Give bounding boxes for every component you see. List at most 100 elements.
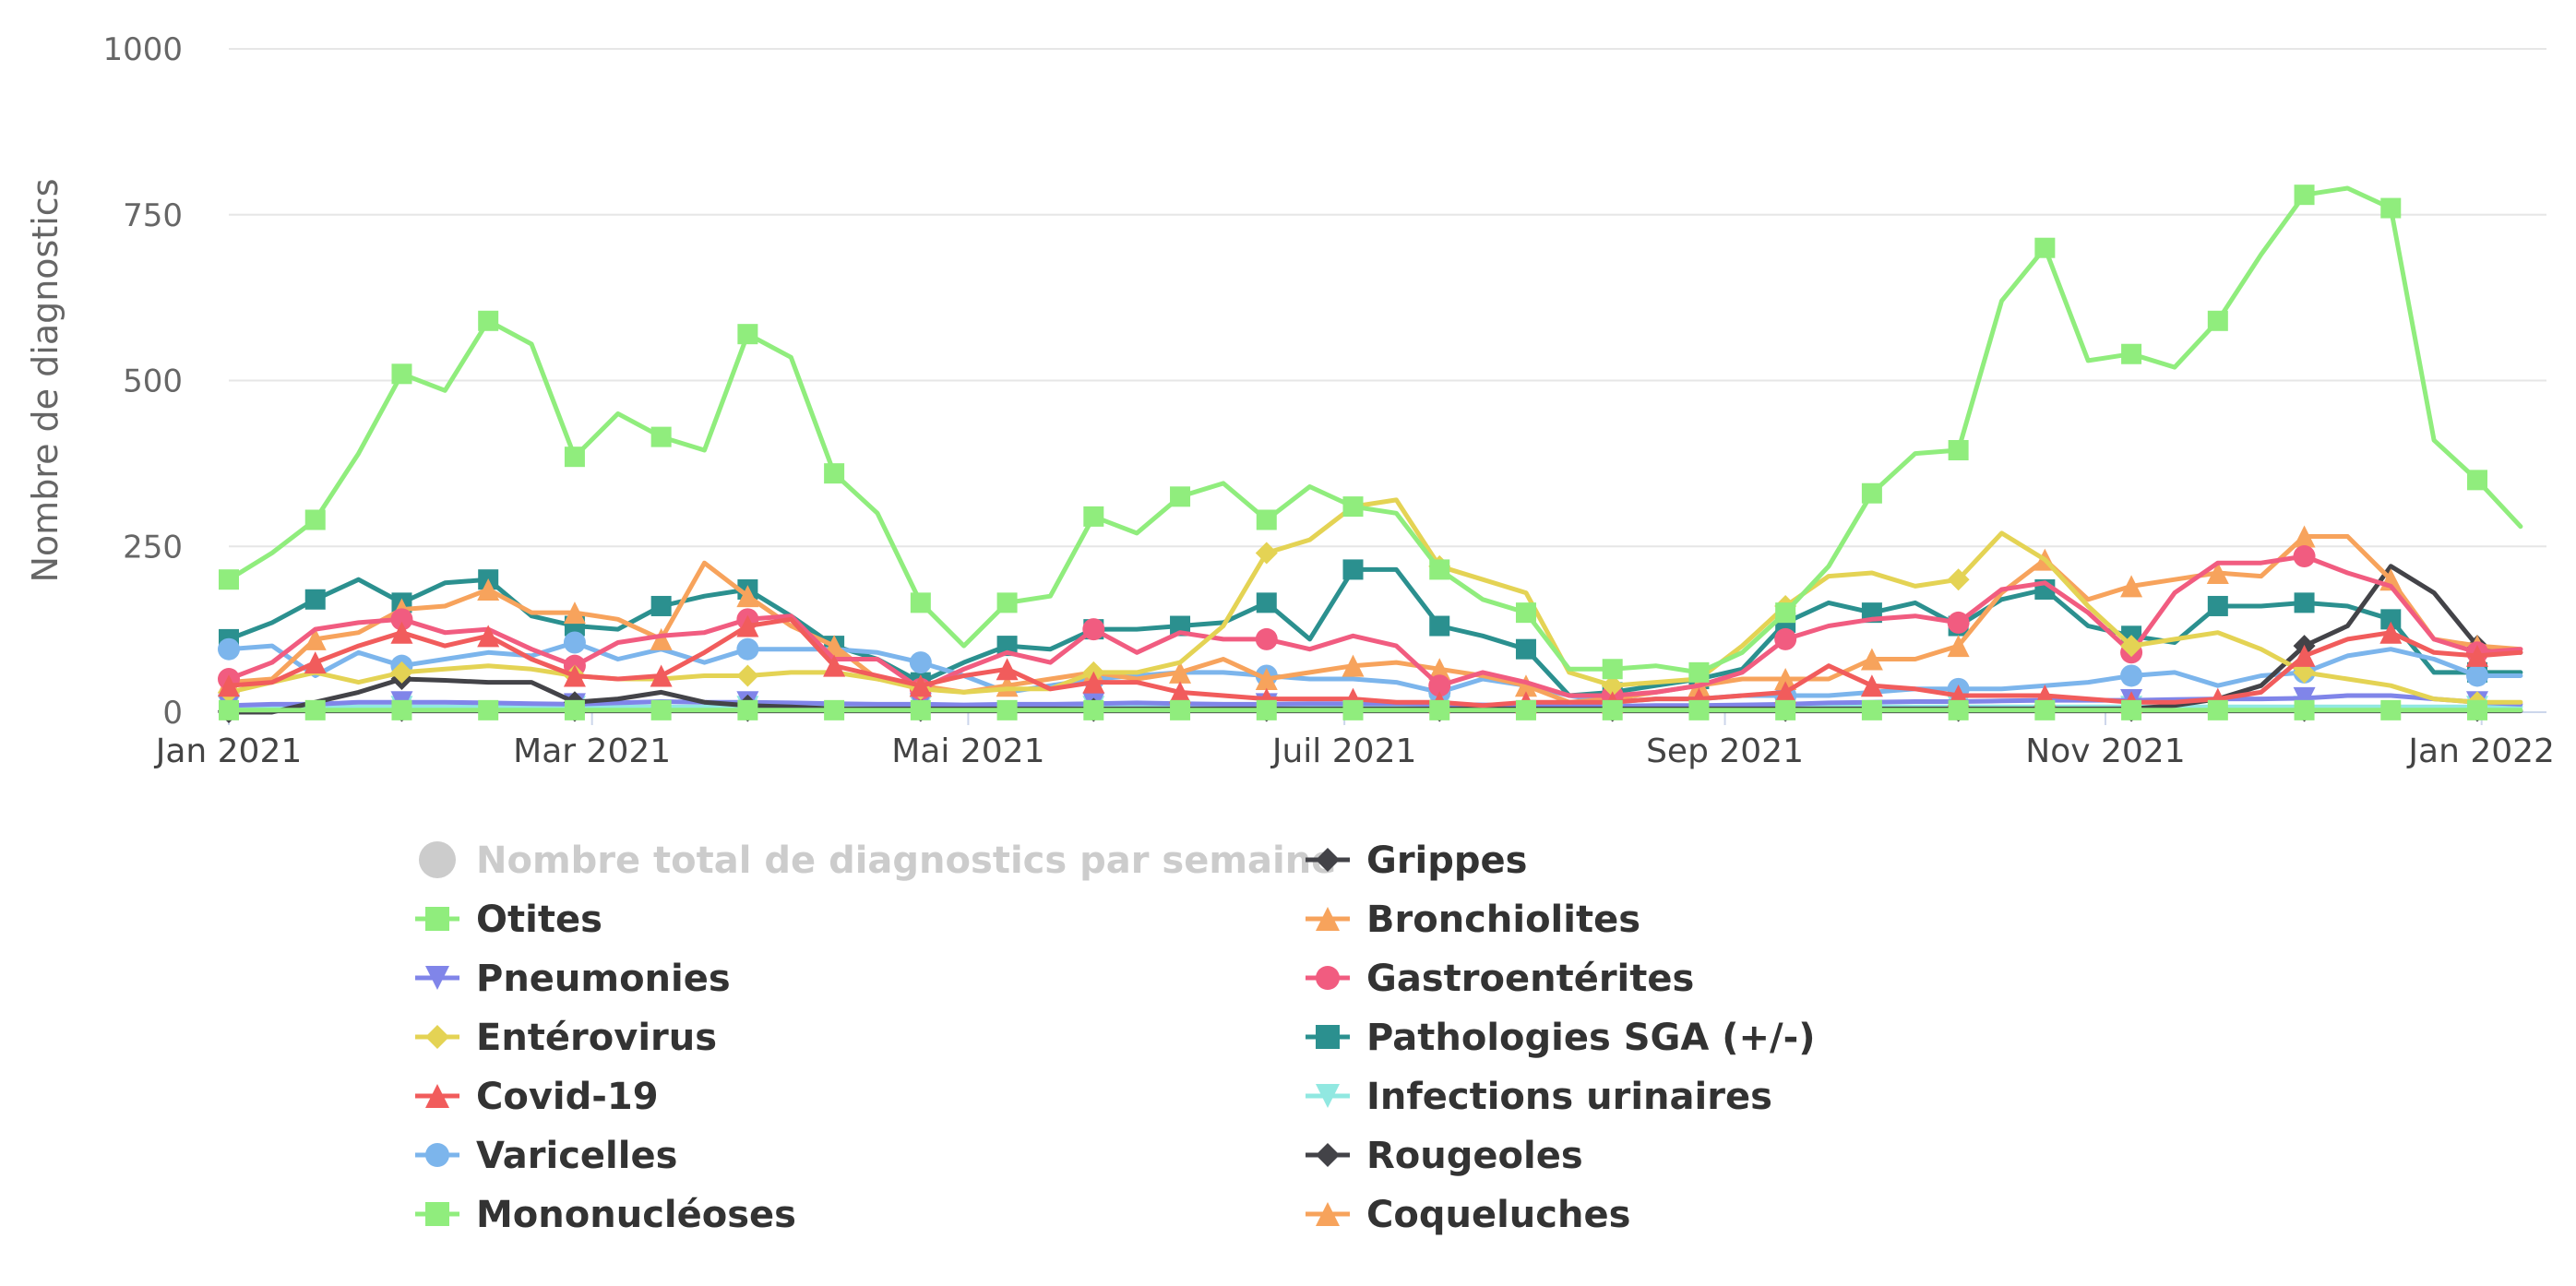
data-point [824,463,845,484]
data-point [1082,618,1105,641]
data-point [477,578,500,601]
data-point [1169,661,1192,684]
legend-label: Bronchiolites [1366,899,1640,941]
data-point [1082,671,1105,694]
legend-item-pneumonies[interactable]: Pneumonies [415,958,731,1000]
data-point [304,509,326,530]
legend-item-coqueluches[interactable]: Coqueluches [1306,1194,1630,1236]
data-point [2120,635,2143,658]
data-point [1947,611,1970,634]
legend-item-infections-urinaires[interactable]: Infections urinaires [1306,1076,1772,1118]
x-tick-label: Mar 2021 [513,732,671,770]
data-point [1256,509,1277,530]
data-point [650,426,672,447]
legend-label: Nombre total de diagnostics par semaine [476,839,1336,882]
data-point [824,699,845,720]
data-point [736,614,759,637]
legend-label: Covid-19 [476,1076,659,1118]
data-point [996,636,1018,657]
legend-item-varicelles[interactable]: Varicelles [415,1135,677,1177]
data-point [478,699,499,720]
data-point [2121,343,2142,364]
data-point [737,699,758,720]
data-point [2380,609,2402,630]
data-point [1514,674,1537,697]
data-point [1255,542,1278,565]
legend-item-bronchiolites[interactable]: Bronchiolites [1306,899,1640,941]
data-point [2034,699,2056,720]
x-axis: Jan 2021 Mar 2021 Mai 2021 Juil 2021 Sep 202… [154,712,2555,770]
data-point [1948,439,1969,460]
data-point [304,699,326,720]
data-point [1947,568,1970,591]
data-point [2380,699,2402,720]
legend-marker [1316,848,1340,872]
data-point [1255,627,1278,650]
y-tick-label: 500 [123,363,183,400]
data-point [2466,644,2489,667]
data-point [563,631,586,654]
legend-label: Infections urinaires [1366,1076,1772,1118]
series-line [226,185,2523,675]
plot-area [218,185,2523,723]
data-point [737,324,758,345]
legend-item-rougeoles[interactable]: Rougeoles [1306,1135,1583,1177]
y-tick-label: 750 [123,197,183,234]
data-point [2294,185,2315,206]
legend-marker [1316,1025,1340,1049]
data-point [650,664,673,687]
data-point [1083,699,1104,720]
series-otites [219,185,2523,683]
legend-item-covid-19[interactable]: Covid-19 [415,1076,659,1118]
data-point [304,651,327,674]
legend-item-mononucl-oses[interactable]: Mononucléoses [415,1194,796,1236]
data-point [391,363,412,385]
legend-item-pathologies-sga-[interactable]: Pathologies SGA (+/-) [1306,1017,1816,1059]
data-point [1428,658,1451,681]
data-point [219,699,239,720]
legend-item-grippes[interactable]: Grippes [1306,839,1527,882]
legend-item-gastroent-rites[interactable]: Gastroentérites [1306,958,1694,1000]
y-axis: 0 250 500 750 1000 Nombre de diagnostics [25,31,183,732]
series-line [226,534,2523,705]
data-point [2294,592,2315,613]
data-point [1688,699,1710,720]
legend-marker [1316,1143,1340,1167]
legend-marker [425,1143,449,1167]
data-point [996,699,1018,720]
y-axis-title: Nombre de diagnostics [25,178,66,582]
data-point [2293,545,2316,568]
data-point [1947,635,1970,658]
data-point [1429,699,1450,720]
data-point [2293,686,2316,709]
legend-label: Gastroentérites [1366,958,1694,1000]
legend-marker [425,1084,449,1108]
data-point [1342,699,1364,720]
data-point [1170,699,1191,720]
legend-label: Varicelles [476,1135,677,1177]
legend[interactable]: Nombre total de diagnostics par semaine O… [415,839,1816,1236]
data-point [1515,638,1536,660]
legend-item-otites[interactable]: Otites [415,899,602,941]
data-point [218,674,240,697]
legend-marker [1316,907,1340,931]
data-point [2034,237,2056,258]
data-point [390,661,413,684]
data-point [1861,482,1882,504]
data-point [1774,681,1797,704]
data-point [391,699,412,720]
data-point [736,664,759,687]
data-point [2207,310,2228,331]
legend-item-ent-rovirus[interactable]: Entérovirus [415,1017,717,1059]
legend-marker [425,966,449,990]
data-point [478,310,499,331]
legend-label: Pneumonies [476,958,731,1000]
data-point [1775,602,1796,624]
data-point [1170,486,1191,507]
legend-item-nombre-total-de-diagnostics-par-semaine[interactable]: Nombre total de diagnostics par semaine [419,839,1336,882]
data-point [736,585,759,608]
data-point [219,569,239,590]
data-point [1860,648,1883,671]
data-point [909,674,932,697]
